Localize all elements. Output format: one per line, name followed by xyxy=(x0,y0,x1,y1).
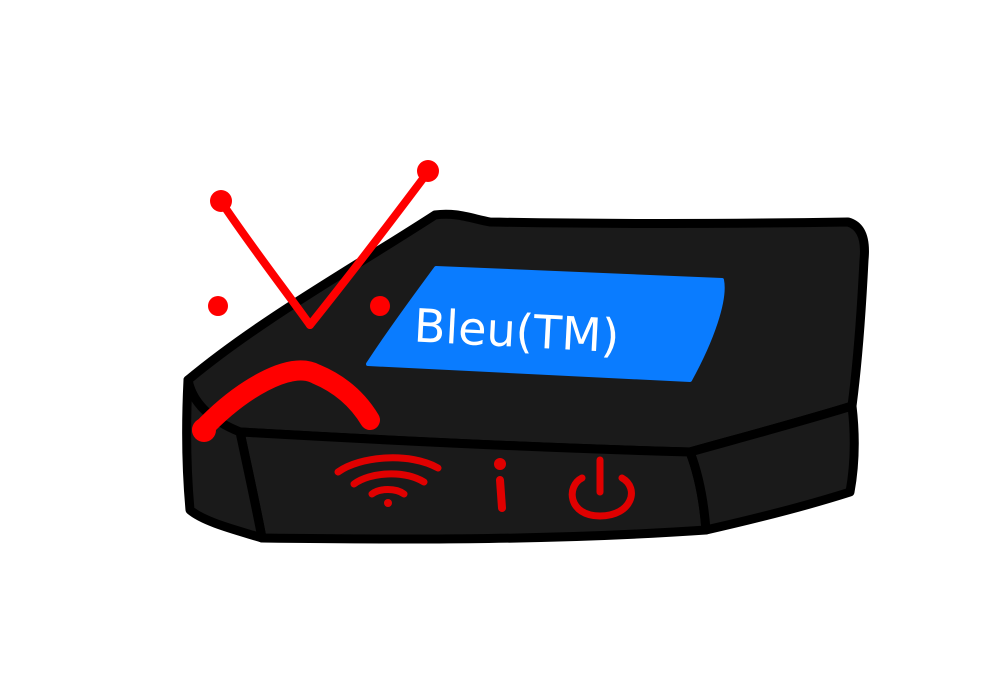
brand-label-text: Bleu(TM) xyxy=(413,298,621,363)
brand-label: Bleu(TM) xyxy=(366,266,725,382)
info-icon xyxy=(494,458,506,512)
frown-mouth xyxy=(192,360,380,440)
left-eye xyxy=(208,296,228,316)
frown-left-end xyxy=(192,418,216,442)
antenna-left-tip xyxy=(210,190,232,212)
antenna-right xyxy=(306,168,432,329)
power-icon xyxy=(568,456,635,520)
indicator-panel xyxy=(334,454,635,520)
right-eye xyxy=(370,296,390,316)
antenna-right-tip xyxy=(417,160,439,182)
sad-face xyxy=(192,160,439,442)
antenna-left xyxy=(216,196,314,329)
router-front-face xyxy=(235,427,711,544)
wifi-icon xyxy=(334,454,442,507)
router-right-face xyxy=(685,401,859,535)
brand-label-background xyxy=(366,266,725,382)
